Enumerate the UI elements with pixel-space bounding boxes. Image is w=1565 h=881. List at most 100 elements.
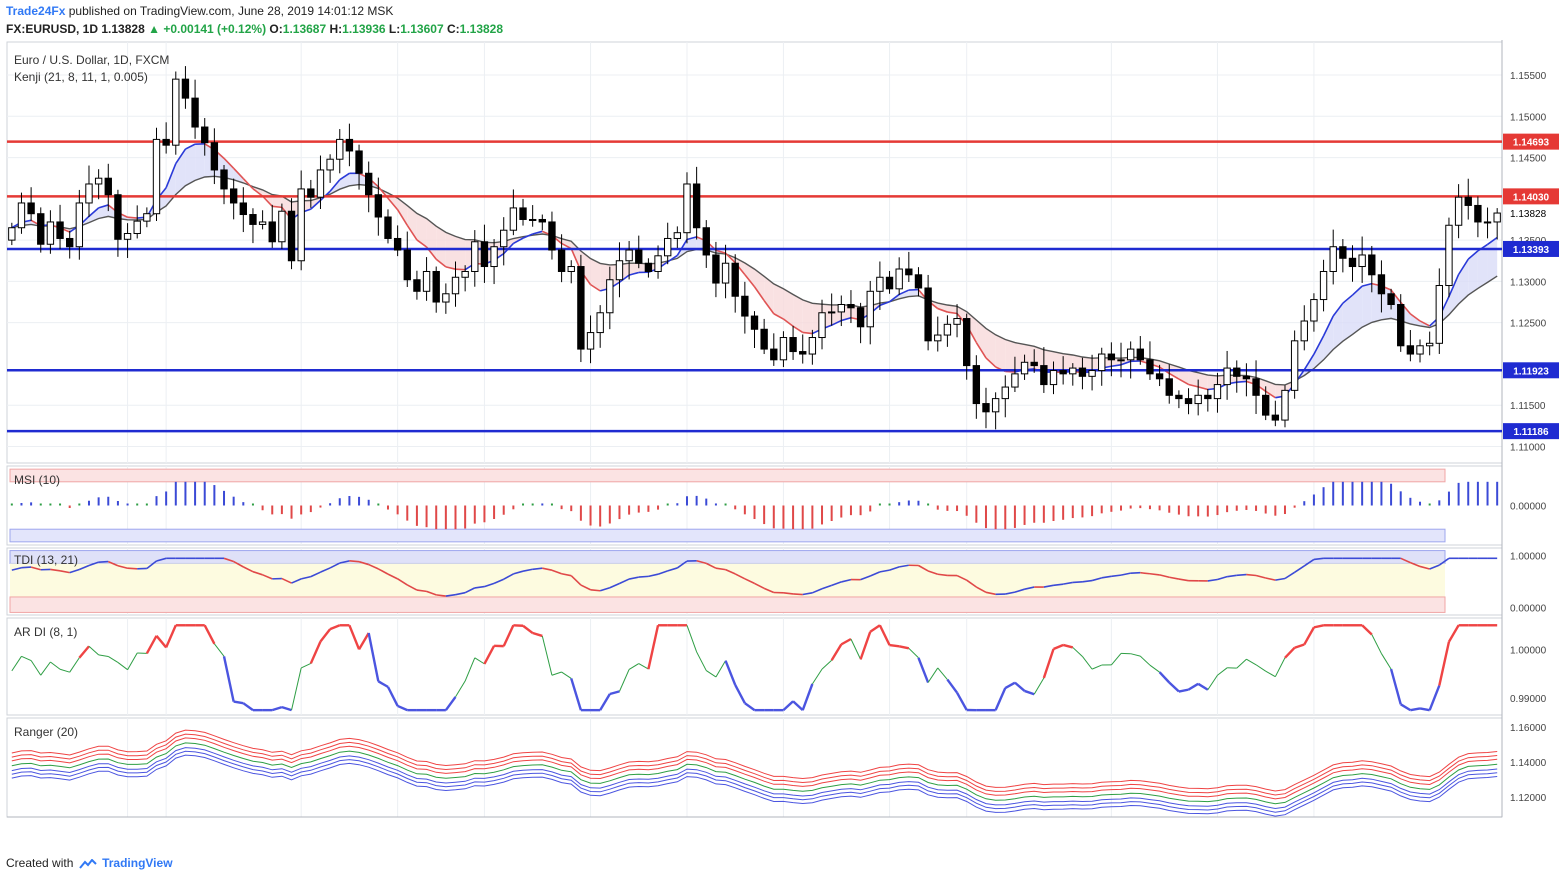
kenji-cloud: [590, 258, 601, 291]
tdi-line: [455, 591, 466, 596]
tdi-line: [1410, 561, 1421, 568]
candle-body: [422, 270, 431, 292]
ardi-line: [830, 643, 843, 661]
tdi-mid-band: [10, 563, 1445, 597]
kenji-fast-line: [1322, 315, 1334, 337]
ardi-line: [850, 638, 862, 660]
kenji-fast-line: [512, 237, 524, 245]
kenji-fast-line: [329, 179, 341, 192]
kenji-fast-line: [242, 178, 254, 190]
candle-body: [210, 142, 219, 171]
kenji-fast-line: [725, 252, 736, 264]
ardi-line: [1265, 670, 1276, 678]
pane-4-frame: [6, 717, 1503, 818]
tdi-line: [899, 564, 909, 568]
kenji-fast-line: [1342, 294, 1354, 304]
candle-body: [934, 334, 942, 342]
tdi-line: [310, 571, 321, 578]
tdi-line: [696, 559, 707, 565]
tradingview-brand[interactable]: TradingView: [102, 856, 173, 870]
tdi-line: [831, 581, 842, 587]
ardi-line: [715, 660, 726, 678]
tdi-line: [484, 582, 495, 588]
y-tick-label: 1.15500: [1510, 71, 1547, 82]
kenji-fast-line: [223, 157, 235, 169]
ardi-line: [792, 700, 804, 712]
tdi-line: [329, 562, 341, 569]
candle-body: [1069, 367, 1077, 375]
chart-canvas[interactable]: 1.155001.150001.145001.135001.130001.125…: [0, 40, 1565, 820]
ardi-line: [541, 635, 553, 676]
kenji-fast-line: [455, 268, 466, 271]
low-label: L:: [388, 22, 401, 36]
kenji-fast-line: [1111, 364, 1122, 368]
candle-body: [876, 276, 884, 292]
kenji-fast-line: [1197, 386, 1209, 391]
tdi-line: [1255, 574, 1266, 579]
kenji-cloud: [272, 194, 282, 208]
tdi-line: [889, 566, 900, 571]
ardi-line: [869, 624, 881, 633]
kenji-fast-line: [744, 274, 756, 288]
candle-body: [1107, 353, 1116, 361]
tdi-line: [223, 557, 234, 563]
tdi-line: [734, 573, 746, 580]
tdi-line: [300, 575, 312, 580]
ranger-band-line: [11, 754, 1498, 817]
kenji-fast-line: [676, 239, 688, 256]
candle-body: [1194, 394, 1202, 405]
candle-body: [393, 237, 402, 251]
ardi-line: [348, 624, 361, 650]
ranger-band-line: [11, 747, 1498, 810]
candle-body: [1020, 361, 1029, 375]
tdi-line: [609, 582, 620, 589]
kenji-cloud: [98, 204, 109, 219]
tdi-line: [542, 567, 553, 571]
candle-body: [548, 221, 556, 251]
tdi-line: [262, 574, 273, 580]
tdi-title: TDI (13, 21): [14, 553, 78, 567]
candle-body: [750, 315, 759, 330]
close-label: C:: [446, 22, 460, 36]
candle-body: [1435, 285, 1443, 344]
ranger-y-label: 1.12000: [1510, 793, 1547, 804]
ardi-line: [1438, 641, 1451, 686]
last-price: 1.13828: [101, 22, 145, 36]
tdi-line: [841, 578, 852, 583]
tdi-line: [1246, 573, 1257, 577]
candle-body: [1425, 342, 1434, 347]
candle-body: [287, 210, 296, 262]
y-tick-label: 1.11000: [1510, 442, 1546, 453]
tdi-line: [1101, 575, 1112, 579]
candle-body: [644, 262, 653, 272]
ranger-band-line: [11, 750, 1498, 813]
tdi-line: [69, 568, 80, 574]
candle-body: [779, 337, 788, 361]
publisher-name[interactable]: Trade24Fx: [6, 4, 66, 18]
candle-body: [1030, 361, 1038, 367]
candle-body: [172, 78, 180, 146]
kenji-cloud: [773, 283, 784, 320]
candle-body: [297, 188, 305, 262]
ardi-line: [1303, 626, 1315, 646]
ranger-band-line: [11, 733, 1498, 796]
candle-body: [268, 221, 276, 243]
kenji-cloud: [416, 213, 427, 247]
candle-body: [1454, 196, 1463, 226]
kenji-cloud: [397, 198, 408, 226]
tdi-line: [1217, 575, 1228, 581]
kenji-cloud: [976, 320, 986, 358]
candle-body: [1078, 367, 1087, 377]
tdi-line: [59, 570, 70, 574]
ardi-line: [21, 655, 32, 661]
tdi-line: [1140, 571, 1151, 575]
ardi-line: [329, 624, 341, 631]
kenji-cloud: [802, 299, 813, 334]
kenji-fast-line: [1419, 320, 1431, 327]
candle-body: [673, 232, 682, 239]
ardi-line: [619, 669, 630, 692]
kenji-fast-line: [782, 318, 794, 327]
ardi-line: [1419, 707, 1430, 712]
candle-body: [509, 207, 518, 231]
kenji-cloud: [1342, 295, 1353, 342]
